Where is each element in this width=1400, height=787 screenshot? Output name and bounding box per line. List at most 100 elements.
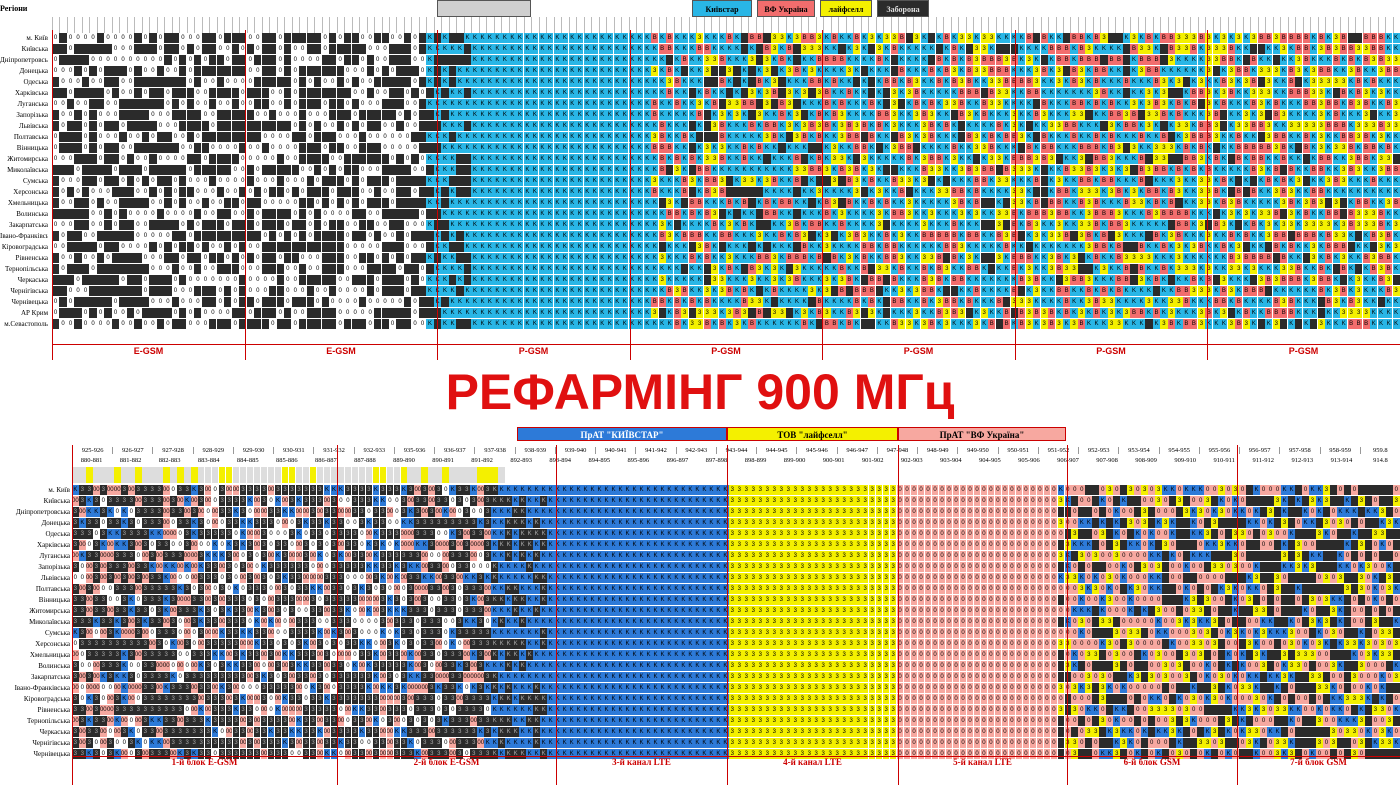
- channel-cell: K: [583, 44, 591, 54]
- channel-cell: [1122, 55, 1131, 65]
- channel-cell: K: [1235, 44, 1243, 54]
- channel-cell: B: [950, 220, 958, 230]
- channel-cell: K: [1115, 165, 1123, 175]
- channel-cell: 3: [658, 253, 666, 263]
- channel-cell: K: [561, 198, 569, 208]
- channel-cell: 0: [209, 198, 217, 208]
- channel-cell: K: [531, 121, 539, 131]
- channel-cell: [96, 253, 105, 263]
- channel-cell: 0: [246, 66, 254, 76]
- channel-cell: [426, 187, 434, 197]
- channel-cell: 0: [66, 198, 75, 208]
- channel-cell: [179, 242, 187, 252]
- channel-cell: K: [561, 121, 569, 131]
- channel-cell: K: [508, 176, 516, 186]
- channel-cell: 3: [1332, 33, 1340, 43]
- channel-cell: K: [1242, 33, 1250, 43]
- channel-cell: K: [898, 308, 906, 318]
- channel-cell: B: [1250, 165, 1258, 175]
- channel-cell: K: [643, 44, 651, 54]
- channel-header: [1280, 17, 1287, 33]
- channel-cell: [928, 55, 936, 65]
- channel-cell: K: [1025, 99, 1033, 109]
- channel-cell: [224, 165, 232, 175]
- channel-cell: 3: [1355, 121, 1363, 131]
- channel-header: [1092, 17, 1100, 33]
- channel-cell: 0: [66, 319, 75, 329]
- channel-cell: B: [800, 242, 809, 252]
- channel-cell: [209, 154, 217, 164]
- channel-cell: 3: [793, 165, 801, 175]
- channel-header: [321, 17, 329, 33]
- channel-cell: 0: [149, 264, 157, 274]
- channel-cell: K: [950, 264, 958, 274]
- channel-cell: K: [793, 308, 801, 318]
- channel-cell: [254, 77, 262, 87]
- channel-cell: B: [1077, 143, 1086, 153]
- channel-cell: K: [486, 55, 494, 65]
- channel-cell: K: [636, 154, 644, 164]
- channel-cell: K: [1235, 275, 1243, 285]
- channel-cell: [126, 165, 135, 175]
- channel-cell: 0: [156, 44, 165, 54]
- channel-cell: 0: [216, 275, 224, 285]
- channel-cell: K: [770, 242, 779, 252]
- channel-cell: 0: [186, 165, 194, 175]
- channel-cell: K: [583, 88, 591, 98]
- channel-cell: [321, 231, 329, 241]
- channel-cell: K: [845, 154, 853, 164]
- channel-cell: K: [988, 176, 996, 186]
- channel-cell: B: [1182, 220, 1190, 230]
- channel-cell: K: [1160, 275, 1168, 285]
- channel-cell: K: [1347, 110, 1355, 120]
- channel-cell: B: [763, 121, 771, 131]
- channel-cell: K: [1325, 264, 1333, 274]
- channel-cell: 0: [194, 220, 202, 230]
- channel-cell: 3: [1197, 286, 1205, 296]
- channel-cell: 3: [980, 308, 988, 318]
- channel-cell: 3: [696, 319, 704, 329]
- channel-cell: K: [853, 220, 861, 230]
- channel-cell: [164, 220, 172, 230]
- channel-header: [96, 17, 104, 33]
- channel-cell: B: [905, 154, 913, 164]
- channel-cell: K: [493, 231, 502, 241]
- channel-cell: K: [763, 187, 771, 197]
- channel-cell: B: [853, 297, 861, 307]
- channel-cell: [1167, 275, 1176, 285]
- channel-cell: K: [988, 275, 996, 285]
- channel-cell: [1107, 33, 1116, 43]
- channel-cell: K: [478, 110, 487, 120]
- channel-cell: K: [711, 44, 719, 54]
- channel-cell: K: [606, 275, 614, 285]
- channel-cell: K: [673, 242, 681, 252]
- channel-cell: K: [426, 154, 434, 164]
- channel-cell: K: [1025, 187, 1033, 197]
- channel-cell: K: [546, 198, 554, 208]
- channel-cell: K: [486, 187, 494, 197]
- channel-cell: B: [1280, 132, 1288, 142]
- channel-cell: K: [718, 165, 726, 175]
- channel-header: [591, 17, 598, 33]
- channel-cell: [1227, 308, 1235, 318]
- channel-cell: 3: [1107, 121, 1116, 131]
- channel-cell: B: [1347, 55, 1355, 65]
- channel-cell: [389, 275, 397, 285]
- channel-cell: B: [1182, 143, 1190, 153]
- channel-cell: 3: [726, 308, 734, 318]
- channel-cell: 0: [351, 297, 359, 307]
- channel-cell: 3: [853, 308, 861, 318]
- channel-cell: K: [733, 220, 741, 230]
- channel-cell: K: [561, 143, 569, 153]
- channel-cell: B: [1070, 66, 1078, 76]
- channel-cell: [231, 253, 239, 263]
- channel-cell: [149, 286, 157, 296]
- channel-cell: B: [808, 121, 816, 131]
- channel-cell: K: [928, 308, 936, 318]
- channel-cell: K: [478, 99, 487, 109]
- channel-cell: K: [1212, 99, 1220, 109]
- channel-cell: [96, 231, 105, 241]
- channel-cell: K: [561, 220, 569, 230]
- channel-cell: K: [546, 297, 554, 307]
- channel-cell: [411, 198, 419, 208]
